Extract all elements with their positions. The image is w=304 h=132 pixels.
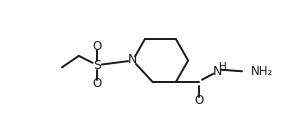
Text: O: O xyxy=(194,94,204,107)
Text: H: H xyxy=(219,62,227,72)
Text: N: N xyxy=(128,53,137,66)
Text: O: O xyxy=(93,40,102,53)
Text: S: S xyxy=(93,59,101,72)
Text: O: O xyxy=(93,77,102,90)
Text: NH₂: NH₂ xyxy=(251,65,274,78)
Text: N: N xyxy=(213,65,222,78)
